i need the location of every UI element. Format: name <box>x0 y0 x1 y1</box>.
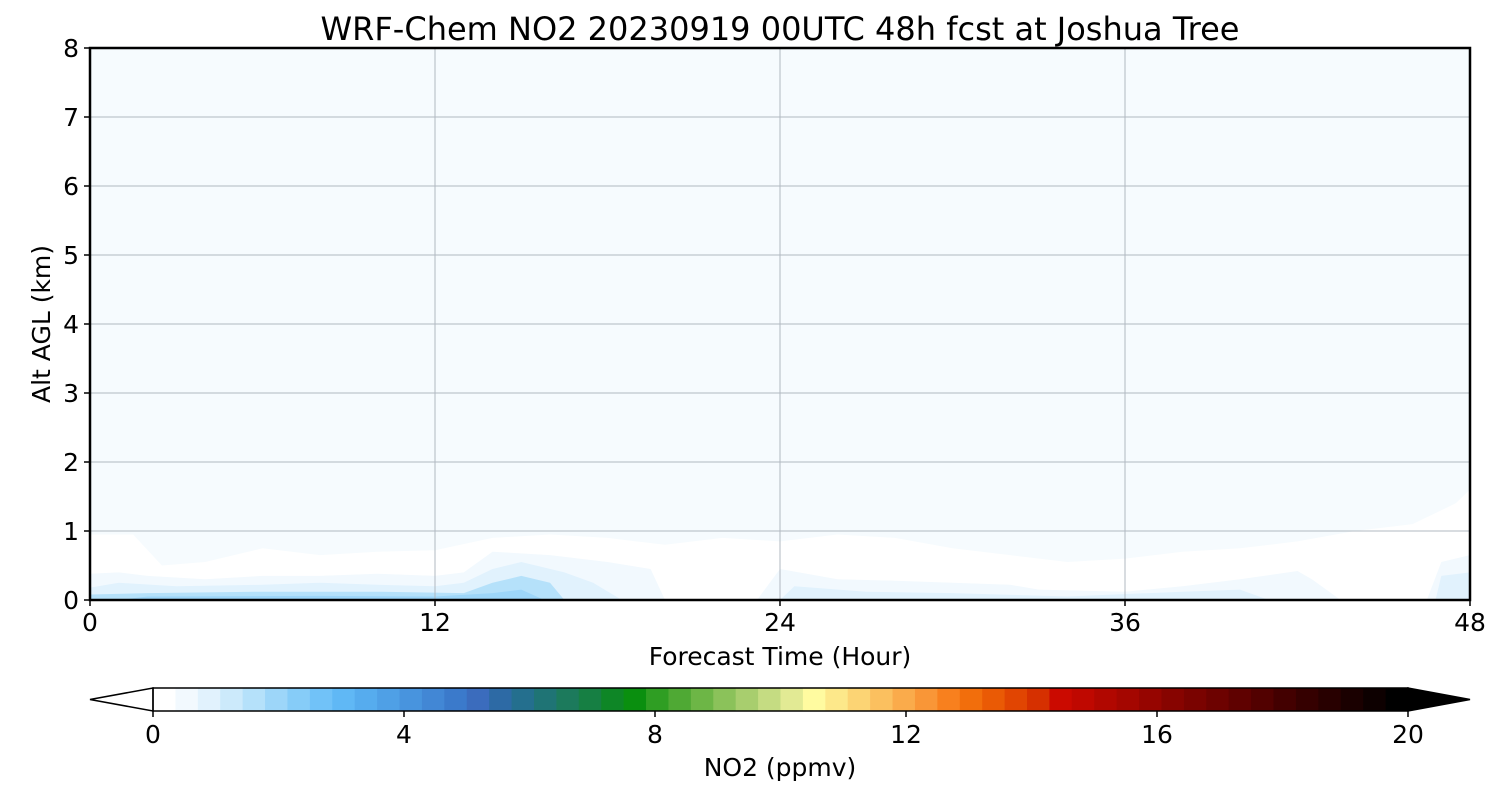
colorbar-segment <box>1049 688 1073 711</box>
colorbar-tick-label: 4 <box>396 720 412 749</box>
contour-level-4 <box>90 575 565 600</box>
colorbar-tick-label: 8 <box>647 720 663 749</box>
colorbar-segment <box>556 688 580 711</box>
colorbar-segment <box>735 688 759 711</box>
y-axis-label: Alt AGL (km) <box>27 245 56 403</box>
colorbar-segment <box>623 688 647 711</box>
colorbar-segment <box>466 688 490 711</box>
colorbar-segment <box>377 688 401 711</box>
colorbar-segment <box>982 688 1006 711</box>
colorbar-segment <box>1385 688 1409 711</box>
x-tick-label: 24 <box>764 608 796 637</box>
colorbar-segment <box>959 688 983 711</box>
colorbar-segment <box>713 688 737 711</box>
contour-level-5 <box>118 589 545 600</box>
colorbar-segment <box>802 688 826 711</box>
x-tick-label: 12 <box>419 608 451 637</box>
x-tick-label: 0 <box>82 608 98 637</box>
colorbar-segment <box>825 688 849 711</box>
y-tick-label: 4 <box>63 310 79 339</box>
x-axis-ticks: 0 12 24 36 48 <box>82 600 1486 637</box>
colorbar-tick-label: 0 <box>145 720 161 749</box>
colorbar-segment <box>489 688 513 711</box>
y-tick-label: 0 <box>63 586 79 615</box>
colorbar-segment <box>1318 688 1342 711</box>
colorbar-segment <box>690 688 714 711</box>
colorbar-segment <box>646 688 670 711</box>
colorbar-segment <box>1183 688 1207 711</box>
colorbar-segment <box>668 688 692 711</box>
colorbar-segment <box>1340 688 1364 711</box>
colorbar-extend-high <box>1407 687 1471 712</box>
colorbar-segment <box>1094 688 1118 711</box>
colorbar-tick-label: 16 <box>1141 720 1173 749</box>
y-tick-label: 6 <box>63 172 79 201</box>
colorbar-segment <box>511 688 535 711</box>
colorbar-segment <box>242 688 266 711</box>
colorbar-segment <box>309 688 333 711</box>
colorbar-segment <box>1228 688 1252 711</box>
colorbar <box>89 687 1471 712</box>
y-tick-label: 2 <box>63 448 79 477</box>
colorbar-segment <box>220 688 244 711</box>
colorbar-segment <box>892 688 916 711</box>
colorbar-segment <box>914 688 938 711</box>
y-tick-label: 3 <box>63 379 79 408</box>
y-tick-label: 5 <box>63 241 79 270</box>
colorbar-segment <box>287 688 311 711</box>
colorbar-tick-label: 12 <box>890 720 922 749</box>
colorbar-ticks: 0 4 8 12 16 20 <box>145 711 1424 749</box>
colorbar-segment <box>1071 688 1095 711</box>
colorbar-segment <box>1251 688 1275 711</box>
colorbar-segment <box>1116 688 1140 711</box>
colorbar-segment <box>601 688 625 711</box>
colorbar-segment <box>444 688 468 711</box>
colorbar-segment <box>421 688 445 711</box>
colorbar-segment <box>758 688 782 711</box>
y-tick-label: 1 <box>63 517 79 546</box>
colorbar-segment <box>354 688 378 711</box>
colorbar-segment <box>1295 688 1319 711</box>
colorbar-segment <box>153 688 177 711</box>
colorbar-label: NO2 (ppmv) <box>704 753 857 782</box>
colorbar-segment <box>870 688 894 711</box>
colorbar-segment <box>1363 688 1387 711</box>
colorbar-segment <box>1004 688 1028 711</box>
chart-title: WRF-Chem NO2 20230919 00UTC 48h fcst at … <box>321 10 1240 48</box>
y-tick-label: 7 <box>63 103 79 132</box>
y-tick-label: 8 <box>63 34 79 63</box>
colorbar-segment <box>332 688 356 711</box>
colorbar-segment <box>399 688 423 711</box>
colorbar-segment <box>1206 688 1230 711</box>
grid-lines <box>90 48 1470 600</box>
colorbar-segment <box>175 688 199 711</box>
x-tick-label: 36 <box>1109 608 1141 637</box>
colorbar-segment <box>937 688 961 711</box>
colorbar-extend-low <box>89 687 154 712</box>
colorbar-segment <box>578 688 602 711</box>
x-axis-label: Forecast Time (Hour) <box>649 642 912 671</box>
colorbar-segment <box>1027 688 1051 711</box>
colorbar-segment <box>1273 688 1297 711</box>
colorbar-segment <box>197 688 221 711</box>
colorbar-segment <box>265 688 289 711</box>
x-tick-label: 48 <box>1454 608 1486 637</box>
colorbar-frame <box>152 687 1409 712</box>
colorbar-segment <box>847 688 871 711</box>
colorbar-segment <box>780 688 804 711</box>
colorbar-segment <box>1139 688 1163 711</box>
colorbar-segment <box>1161 688 1185 711</box>
colorbar-segment <box>533 688 557 711</box>
y-axis-ticks: 0 1 2 3 4 5 6 7 8 <box>63 34 90 615</box>
colorbar-tick-label: 20 <box>1392 720 1424 749</box>
